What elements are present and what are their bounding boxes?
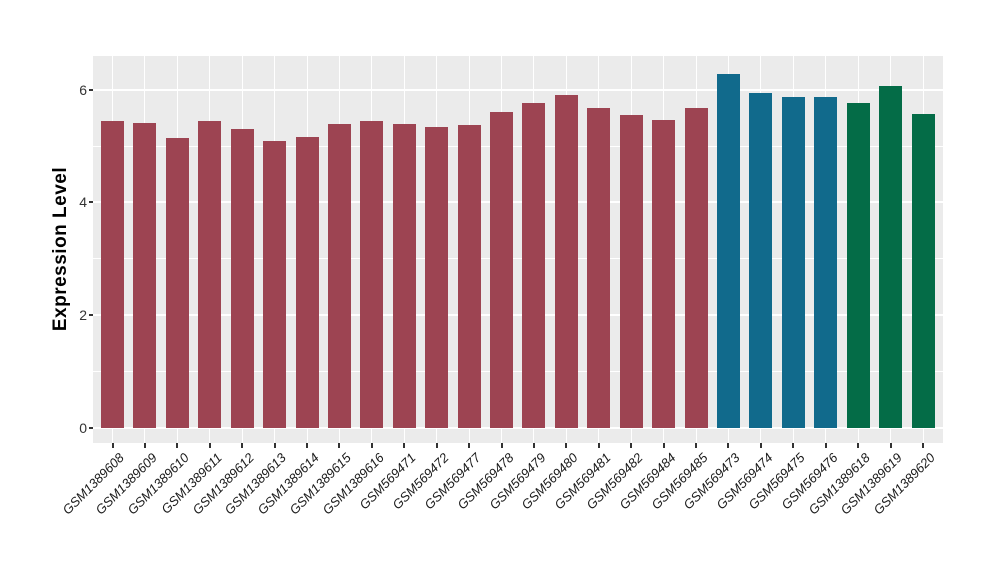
major-gridline [93, 314, 943, 317]
bar-GSM569477 [457, 124, 481, 428]
bar-GSM569476 [814, 96, 838, 428]
y-tick-mark [89, 88, 93, 91]
bar-GSM1389618 [846, 102, 870, 428]
minor-gridline [93, 370, 943, 372]
x-tick-mark [370, 443, 373, 448]
bar-GSM1389611 [198, 121, 222, 428]
x-tick-mark [273, 443, 276, 448]
x-tick-mark [403, 443, 406, 448]
bar-GSM569475 [781, 96, 805, 428]
x-tick-mark [338, 443, 341, 448]
bar-GSM569481 [587, 107, 611, 428]
x-tick-mark [306, 443, 309, 448]
x-tick-mark [727, 443, 730, 448]
bar-GSM1389608 [101, 120, 124, 428]
major-gridline [93, 426, 943, 429]
minor-gridline [93, 258, 943, 260]
bar-GSM569472 [425, 127, 449, 428]
plot-panel [93, 56, 943, 443]
y-tick-mark [89, 201, 93, 204]
y-tick-label: 0 [79, 419, 87, 436]
x-tick-mark [565, 443, 568, 448]
bar-GSM569484 [652, 119, 676, 428]
bar-GSM569471 [392, 123, 416, 428]
x-tick-mark [630, 443, 633, 448]
x-tick-mark [500, 443, 503, 448]
major-gridline [93, 88, 943, 91]
x-tick-mark [111, 443, 114, 448]
bar-GSM569485 [684, 107, 708, 428]
x-tick-mark [435, 443, 438, 448]
bar-GSM1389615 [327, 123, 351, 428]
bar-GSM1389609 [133, 122, 157, 428]
bar-GSM569473 [716, 73, 740, 428]
x-tick-mark [597, 443, 600, 448]
x-tick-mark [662, 443, 665, 448]
x-tick-mark [241, 443, 244, 448]
bar-GSM569478 [490, 112, 514, 428]
x-tick-mark [468, 443, 471, 448]
x-tick-mark [208, 443, 211, 448]
bar-GSM1389616 [360, 120, 384, 428]
bar-GSM569474 [749, 93, 773, 428]
bar-GSM1389614 [295, 137, 319, 428]
x-tick-mark [176, 443, 179, 448]
bar-GSM1389620 [911, 114, 935, 428]
y-tick-mark [89, 426, 93, 429]
bar-GSM1389612 [230, 128, 254, 428]
x-tick-mark [792, 443, 795, 448]
x-tick-mark [143, 443, 146, 448]
bar-GSM569482 [619, 114, 643, 428]
minor-gridline [93, 145, 943, 147]
x-tick-mark [759, 443, 762, 448]
bar-GSM1389610 [165, 137, 189, 428]
y-tick-label: 6 [79, 81, 87, 98]
bar-GSM1389613 [263, 140, 287, 428]
y-tick-mark [89, 314, 93, 317]
y-tick-label: 2 [79, 307, 87, 324]
major-gridline [93, 201, 943, 204]
y-tick-label: 4 [79, 194, 87, 211]
bar-GSM569479 [522, 103, 546, 428]
bar-GSM569480 [554, 95, 578, 428]
x-tick-mark [857, 443, 860, 448]
x-tick-mark [695, 443, 698, 448]
x-tick-mark [889, 443, 892, 448]
x-tick-mark [532, 443, 535, 448]
x-tick-mark [922, 443, 924, 448]
bar-GSM1389619 [879, 85, 903, 428]
x-tick-mark [824, 443, 827, 448]
